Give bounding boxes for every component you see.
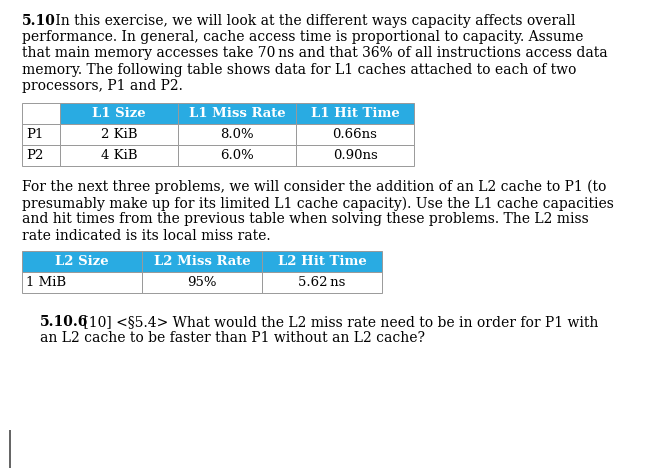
Text: L1 Miss Rate: L1 Miss Rate	[189, 107, 285, 120]
Text: L1 Hit Time: L1 Hit Time	[311, 107, 399, 120]
Bar	[22, 103, 60, 124]
Bar	[296, 124, 414, 145]
Text: P1: P1	[26, 128, 44, 141]
Text: 1 MiB: 1 MiB	[26, 276, 66, 289]
Bar	[296, 145, 414, 166]
Bar	[60, 103, 178, 124]
Text: 5.10: 5.10	[22, 14, 56, 28]
Text: 0.90ns: 0.90ns	[333, 149, 377, 162]
Text: an L2 cache to be faster than P1 without an L2 cache?: an L2 cache to be faster than P1 without…	[40, 331, 425, 345]
Text: 0.66ns: 0.66ns	[333, 128, 377, 141]
Bar	[178, 145, 296, 166]
Bar	[22, 272, 142, 293]
Bar	[178, 103, 296, 124]
Bar	[262, 251, 382, 272]
Bar	[9, 430, 11, 468]
Text: memory. The following table shows data for L1 caches attached to each of two: memory. The following table shows data f…	[22, 63, 576, 77]
Text: [10] <§5.4> What would the L2 miss rate need to be in order for P1 with: [10] <§5.4> What would the L2 miss rate …	[79, 315, 599, 329]
Bar	[178, 124, 296, 145]
Text: processors, P1 and P2.: processors, P1 and P2.	[22, 79, 183, 93]
Text: presumably make up for its limited L1 cache capacity). Use the L1 cache capaciti: presumably make up for its limited L1 ca…	[22, 196, 614, 211]
Text: In this exercise, we will look at the different ways capacity affects overall: In this exercise, we will look at the di…	[51, 14, 576, 28]
Bar	[296, 103, 414, 124]
Bar	[22, 251, 142, 272]
Text: rate indicated is its local miss rate.: rate indicated is its local miss rate.	[22, 228, 270, 243]
Text: and hit times from the previous table when solving these problems. The L2 miss: and hit times from the previous table wh…	[22, 212, 588, 227]
Text: 5.62 ns: 5.62 ns	[299, 276, 346, 289]
Text: For the next three problems, we will consider the addition of an L2 cache to P1 : For the next three problems, we will con…	[22, 180, 607, 195]
Bar	[262, 272, 382, 293]
Text: 5.10.6: 5.10.6	[40, 315, 89, 329]
Text: L2 Size: L2 Size	[55, 255, 109, 268]
Text: P2: P2	[26, 149, 44, 162]
Text: L2 Miss Rate: L2 Miss Rate	[154, 255, 250, 268]
Text: that main memory accesses take 70 ns and that 36% of all instructions access dat: that main memory accesses take 70 ns and…	[22, 47, 608, 61]
Text: L1 Size: L1 Size	[92, 107, 146, 120]
Text: performance. In general, cache access time is proportional to capacity. Assume: performance. In general, cache access ti…	[22, 30, 583, 44]
Text: 4 KiB: 4 KiB	[101, 149, 138, 162]
Bar	[22, 124, 60, 145]
Text: L2 Hit Time: L2 Hit Time	[278, 255, 366, 268]
Bar	[142, 251, 262, 272]
Text: 2 KiB: 2 KiB	[101, 128, 138, 141]
Text: 8.0%: 8.0%	[220, 128, 254, 141]
Bar	[142, 272, 262, 293]
Bar	[60, 145, 178, 166]
Bar	[60, 124, 178, 145]
Bar	[22, 145, 60, 166]
Text: 95%: 95%	[187, 276, 217, 289]
Text: 6.0%: 6.0%	[220, 149, 254, 162]
